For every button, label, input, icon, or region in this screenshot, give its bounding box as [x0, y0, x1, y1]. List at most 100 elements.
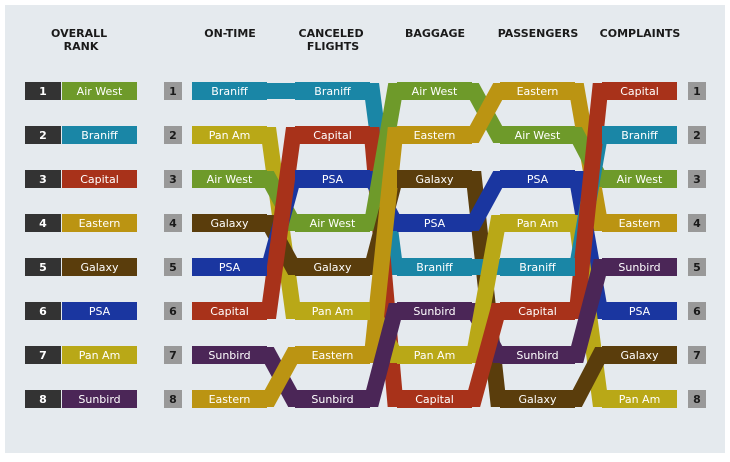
box-canceled-psa: PSA	[295, 170, 370, 188]
label-ontime-capital: Capital	[210, 305, 249, 318]
label-complaints-air-west: Air West	[617, 173, 663, 186]
label-canceled-pan-am: Pan Am	[312, 305, 354, 318]
label-canceled-eastern: Eastern	[312, 349, 354, 362]
rank-number: 4	[169, 217, 177, 230]
overall-row-pan-am: 7 Pan Am	[25, 346, 137, 364]
box-canceled-braniff: Braniff	[295, 82, 370, 100]
rank-number: 5	[169, 261, 177, 274]
box-canceled-air-west: Air West	[295, 214, 370, 232]
overall-airline-label: Capital	[80, 173, 119, 186]
label-baggage-capital: Capital	[415, 393, 454, 406]
label-baggage-braniff: Braniff	[416, 261, 453, 274]
label-canceled-air-west: Air West	[310, 217, 356, 230]
label-canceled-capital: Capital	[313, 129, 352, 142]
rank-number: 6	[169, 305, 177, 318]
box-ontime-galaxy: Galaxy	[192, 214, 267, 232]
overall-airline-label: Sunbird	[78, 393, 120, 406]
rank-number: 1	[693, 85, 701, 98]
rank-number: 6	[693, 305, 701, 318]
rank-box-right: 3	[688, 170, 706, 188]
rank-number: 2	[169, 129, 177, 142]
box-baggage-psa: PSA	[397, 214, 472, 232]
overall-airline-label: PSA	[89, 305, 111, 318]
box-passengers-galaxy: Galaxy	[500, 390, 575, 408]
overall-row-air-west: 1 Air West	[25, 82, 137, 100]
header-complaints: COMPLAINTS	[600, 27, 681, 40]
box-passengers-pan-am: Pan Am	[500, 214, 575, 232]
ribbon-psa	[466, 171, 506, 231]
label-baggage-pan-am: Pan Am	[414, 349, 456, 362]
box-passengers-capital: Capital	[500, 302, 575, 320]
rank-number: 3	[169, 173, 177, 186]
label-complaints-sunbird: Sunbird	[618, 261, 660, 274]
ribbon-galaxy	[569, 347, 608, 407]
label-ontime-sunbird: Sunbird	[208, 349, 250, 362]
label-ontime-galaxy: Galaxy	[210, 217, 249, 230]
label-ontime-braniff: Braniff	[211, 85, 248, 98]
label-passengers-sunbird: Sunbird	[516, 349, 558, 362]
ribbon-eastern	[466, 83, 506, 143]
box-baggage-braniff: Braniff	[397, 258, 472, 276]
overall-row-eastern: 4 Eastern	[25, 214, 137, 232]
box-canceled-galaxy: Galaxy	[295, 258, 370, 276]
label-complaints-capital: Capital	[620, 85, 659, 98]
overall-rank-number: 7	[39, 349, 47, 362]
box-passengers-air-west: Air West	[500, 126, 575, 144]
box-canceled-eastern: Eastern	[295, 346, 370, 364]
box-ontime-sunbird: Sunbird	[192, 346, 267, 364]
box-canceled-pan-am: Pan Am	[295, 302, 370, 320]
overall-airline-label: Air West	[77, 85, 123, 98]
label-baggage-eastern: Eastern	[414, 129, 456, 142]
box-passengers-braniff: Braniff	[500, 258, 575, 276]
header-passengers: PASSENGERS	[498, 27, 579, 40]
rank-box-right: 4	[688, 214, 706, 232]
rank-box-left: 8	[164, 390, 182, 408]
rank-box-right: 2	[688, 126, 706, 144]
box-complaints-psa: PSA	[602, 302, 677, 320]
box-ontime-pan-am: Pan Am	[192, 126, 267, 144]
box-ontime-eastern: Eastern	[192, 390, 267, 408]
ribbon-eastern	[261, 347, 301, 407]
header-overall-rank: OVERALL RANK	[51, 27, 111, 53]
rank-number: 8	[693, 393, 701, 406]
overall-rank-number: 1	[39, 85, 47, 98]
box-complaints-sunbird: Sunbird	[602, 258, 677, 276]
label-ontime-pan-am: Pan Am	[209, 129, 251, 142]
box-complaints-galaxy: Galaxy	[602, 346, 677, 364]
rank-box-left: 3	[164, 170, 182, 188]
box-baggage-sunbird: Sunbird	[397, 302, 472, 320]
label-ontime-eastern: Eastern	[209, 393, 251, 406]
label-complaints-psa: PSA	[629, 305, 651, 318]
overall-rank-number: 4	[39, 217, 47, 230]
overall-row-psa: 6 PSA	[25, 302, 137, 320]
header-on-time: ON-TIME	[204, 27, 256, 40]
ribbon-links	[261, 83, 608, 407]
label-ontime-psa: PSA	[219, 261, 241, 274]
airline-boxes: Braniff Pan Am Air West Galaxy PSA Capital Sun…	[192, 82, 677, 408]
box-ontime-braniff: Braniff	[192, 82, 267, 100]
rank-box-left: 5	[164, 258, 182, 276]
rank-box-right: 8	[688, 390, 706, 408]
label-passengers-air-west: Air West	[515, 129, 561, 142]
box-complaints-capital: Capital	[602, 82, 677, 100]
label-canceled-braniff: Braniff	[314, 85, 351, 98]
overall-airline-label: Pan Am	[79, 349, 121, 362]
ribbon-eastern	[364, 127, 403, 363]
rank-box-left: 4	[164, 214, 182, 232]
label-passengers-galaxy: Galaxy	[518, 393, 557, 406]
box-complaints-braniff: Braniff	[602, 126, 677, 144]
rank-number: 3	[693, 173, 701, 186]
label-baggage-air-west: Air West	[412, 85, 458, 98]
ribbon-capital	[569, 83, 608, 319]
label-passengers-capital: Capital	[518, 305, 557, 318]
box-passengers-psa: PSA	[500, 170, 575, 188]
box-ontime-air-west: Air West	[192, 170, 267, 188]
ribbon-pan-am	[466, 215, 506, 363]
label-passengers-pan-am: Pan Am	[517, 217, 559, 230]
rank-box-right: 5	[688, 258, 706, 276]
label-canceled-galaxy: Galaxy	[313, 261, 352, 274]
label-passengers-eastern: Eastern	[517, 85, 559, 98]
header-canceled-flights: CANCELED FLIGHTS	[299, 27, 368, 53]
box-baggage-air-west: Air West	[397, 82, 472, 100]
label-complaints-pan-am: Pan Am	[619, 393, 661, 406]
